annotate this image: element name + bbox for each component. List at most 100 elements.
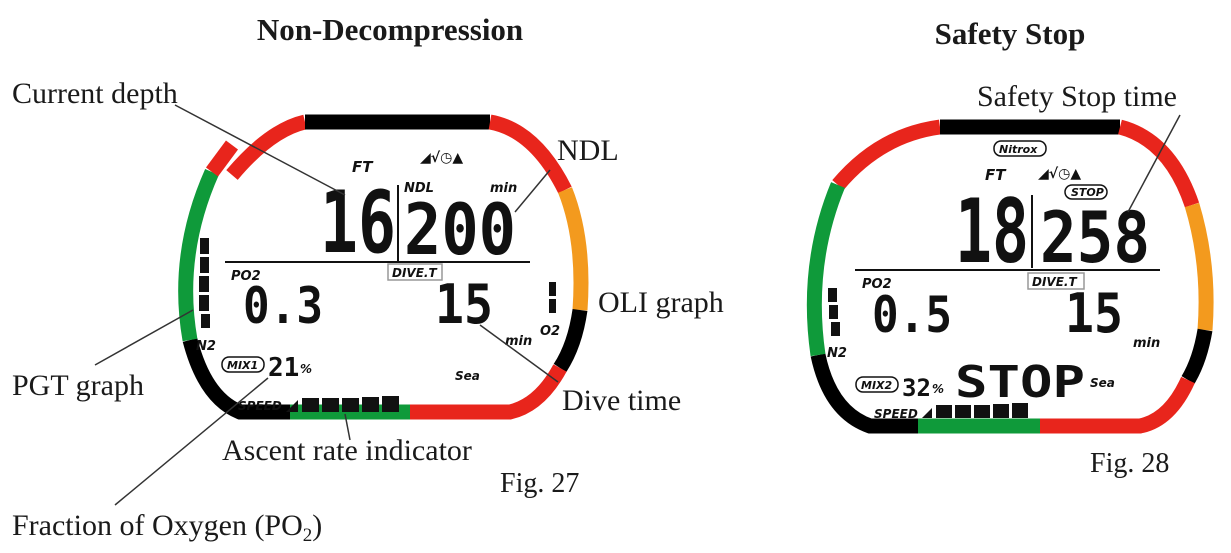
- ascent-seg: [286, 400, 298, 412]
- ascent-seg: [362, 397, 379, 412]
- ascent-seg: [1012, 403, 1028, 418]
- callout-fo2: [114, 377, 269, 506]
- fig28-mode-icons: ◢√◷▲: [1038, 166, 1081, 182]
- fig27-ndl-label: NDL: [404, 181, 434, 196]
- figure-27: Non-Decompression FT ◢√◷▲ 16 NDL min 200: [12, 12, 724, 546]
- fig28-mix-label: MIX2: [861, 379, 893, 392]
- fig27-mix-badge: [221, 356, 265, 373]
- fig27-mix-label: MIX1: [227, 359, 258, 372]
- fig28-nitrox-badge: [993, 140, 1047, 157]
- fig27-oli-bars: [549, 282, 556, 313]
- fig27-divet-box: [387, 263, 443, 281]
- fig27-dive-time-value: 15: [435, 273, 493, 336]
- fig28-mix-value: 32: [902, 374, 931, 402]
- ascent-seg: [322, 398, 339, 412]
- fig28-n2-label: N2: [827, 346, 847, 361]
- bezel-bottom-left-black: [182, 338, 290, 420]
- ascent-seg: [936, 405, 952, 418]
- pgt-bar: [829, 305, 838, 319]
- fig28-nitrox-label: Nitrox: [999, 143, 1038, 156]
- fig27-ascent-segments: [286, 396, 399, 412]
- fig27-caption: Fig. 27: [500, 468, 579, 499]
- callout-dive-time: [479, 324, 559, 383]
- fig27-pgt-bars: [199, 238, 210, 328]
- bezel28-bottom-right-red: [1040, 376, 1195, 434]
- fig28-divet-label: DIVE.T: [1032, 275, 1077, 289]
- fig27-sea-label: Sea: [455, 369, 480, 383]
- fig28-stop-label: STOP: [1071, 186, 1104, 199]
- label-ascent-rate: Ascent rate indicator: [222, 434, 472, 467]
- fig27-speed-label: SPEED: [238, 399, 282, 413]
- pgt-bar: [831, 322, 840, 336]
- fig27-mix-value: 21: [268, 353, 299, 383]
- fig28-divet-box: [1027, 272, 1085, 290]
- fig28-lcd: Nitrox FT ◢√◷▲ STOP 18 258 DIVE.T PO2 0.…: [827, 140, 1160, 421]
- fig28-ascent-segments: [922, 403, 1028, 418]
- fig28-dive-time-unit: min: [1133, 336, 1160, 351]
- bezel-left-green: [178, 168, 219, 342]
- bezel28-right-orange: [1184, 202, 1214, 331]
- label-oli-graph: OLI graph: [598, 286, 724, 319]
- fo2-subscript: 2: [303, 525, 313, 546]
- fig27-mix-unit: %: [300, 362, 312, 376]
- callout-safety-stop-time: [1127, 114, 1181, 213]
- bezel-bottom-right-red: [410, 364, 567, 420]
- fig28-po2-value: 0.5: [872, 286, 952, 344]
- ascent-seg: [974, 405, 990, 418]
- fig28-stop-badge: [1064, 184, 1108, 200]
- label-ndl: NDL: [557, 134, 619, 167]
- fig28-stop-text: STOP: [955, 357, 1085, 408]
- callout-current-depth: [174, 104, 346, 196]
- fig27-mode-icons: ◢√◷▲: [420, 150, 463, 166]
- fig28-title: Safety Stop: [935, 16, 1086, 51]
- callout-ascent: [344, 413, 351, 441]
- fig28-depth-unit: FT: [985, 166, 1007, 184]
- bezel-top-left-red: [226, 114, 307, 180]
- bezel28-bottom-left-black: [810, 353, 918, 434]
- ascent-seg: [342, 398, 359, 412]
- fig27-callouts: [94, 104, 559, 506]
- bezel-right-orange: [558, 187, 589, 311]
- pgt-bar: [199, 276, 209, 292]
- fig28-mix-badge: [855, 376, 899, 393]
- fig28-mix-unit: %: [932, 382, 944, 396]
- ascent-seg: [955, 405, 971, 418]
- callout-ndl: [514, 169, 551, 213]
- fig28-speed-label: SPEED: [874, 407, 918, 421]
- pgt-bar: [201, 314, 210, 328]
- oli-bar: [549, 282, 556, 296]
- figure-28: Safety Stop Nitrox FT ◢√◷▲ STOP 18 258: [806, 16, 1214, 479]
- fig28-po2-label: PO2: [862, 277, 892, 292]
- fig28-caption: Fig. 28: [1090, 448, 1169, 479]
- bezel-top-right-red: [488, 114, 572, 194]
- label-safety-stop-time: Safety Stop time: [977, 80, 1177, 113]
- bezel28-top-right-red: [1117, 119, 1200, 208]
- fig27-title: Non-Decompression: [257, 12, 523, 47]
- pgt-bar: [199, 295, 209, 311]
- fig28-sea-label: Sea: [1090, 376, 1115, 390]
- fig28-stop-time-value: 258: [1040, 197, 1150, 279]
- bezel-left-red: [205, 140, 239, 177]
- label-pgt-graph: PGT graph: [12, 369, 144, 402]
- pgt-bar: [200, 238, 209, 254]
- ascent-seg: [993, 404, 1009, 418]
- fig27-divet-label: DIVE.T: [392, 266, 437, 280]
- label-dive-time: Dive time: [562, 384, 681, 417]
- ascent-seg: [922, 408, 932, 418]
- oli-bar: [549, 299, 556, 313]
- fig27-po2-value: 0.3: [243, 277, 323, 335]
- fig27-depth-unit: FT: [352, 158, 374, 176]
- fig27-o2-label: O2: [540, 324, 560, 339]
- label-current-depth: Current depth: [12, 77, 178, 110]
- fig27-lcd: FT ◢√◷▲ 16 NDL min 200 DIVE.T PO2 0.3 15…: [196, 150, 560, 413]
- pgt-bar: [200, 257, 209, 273]
- fig28-dive-time-value: 15: [1065, 282, 1123, 345]
- pgt-bar: [828, 288, 837, 302]
- fo2-text: Fraction of Oxygen (PO: [12, 509, 303, 542]
- fig27-ndl-value: 200: [404, 189, 516, 271]
- fig27-n2-label: N2: [196, 339, 216, 354]
- fig28-pgt-bars: [828, 288, 840, 336]
- fo2-close: ): [312, 509, 322, 542]
- ascent-seg: [302, 398, 319, 412]
- bezel28-right-black: [1181, 328, 1213, 384]
